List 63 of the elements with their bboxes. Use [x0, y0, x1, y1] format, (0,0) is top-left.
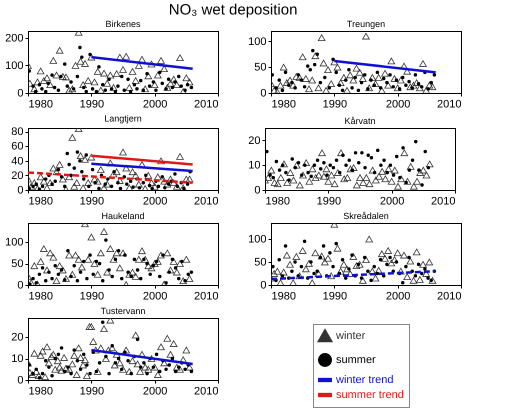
x-tick-label: 1980 [28, 290, 53, 302]
x-tick-label: 2000 [386, 98, 410, 110]
x-tick-label: 1990 [322, 290, 348, 302]
x-tick-label: 1980 [272, 290, 296, 302]
y-tick-label: 100 [5, 236, 24, 249]
y-tick-label: 50 [11, 258, 24, 270]
y-tick-label: 0 [17, 374, 24, 386]
y-tick-label: 100 [248, 36, 266, 48]
x-tick-label: 2000 [142, 290, 168, 302]
x-tick-label: 1980 [28, 386, 53, 398]
y-tick-label: 60 [11, 140, 24, 153]
y-tick-label: 10 [11, 353, 24, 366]
chart-title: Langtjern [104, 114, 142, 124]
x-tick-label: 2000 [386, 290, 410, 302]
y-tick-label: 0 [17, 280, 24, 292]
x-tick-label: 1990 [80, 98, 104, 110]
x-tick-label: 1990 [316, 196, 342, 208]
x-tick-label: 1980 [266, 196, 290, 208]
text: NO₃ wet deposition [168, 2, 298, 18]
chart-title: Haukeland [101, 211, 145, 221]
chart-title: Tustervann [100, 306, 146, 316]
y-tick-label: 20 [11, 332, 24, 344]
y-tick-label: 100 [248, 234, 266, 246]
y-tick-label: 80 [11, 126, 24, 138]
y-tick-label: 0 [260, 88, 266, 100]
x-tick-label: 1990 [80, 290, 104, 302]
chart-title: Treungen [346, 19, 386, 29]
x-tick-label: 2010 [194, 98, 218, 110]
y-tick-label: 0 [260, 280, 266, 292]
x-tick-label: 1990 [322, 98, 348, 110]
x-tick-label: 1990 [80, 386, 104, 398]
x-tick-label: 2010 [437, 290, 462, 302]
legend-label: summer trend [336, 389, 404, 401]
x-tick-label: 1980 [272, 98, 296, 110]
chart-title: Kårvatn [344, 116, 376, 126]
legend-label: summer [336, 354, 376, 366]
y-tick-label: 20 [248, 134, 260, 147]
text: winter trend [335, 374, 394, 386]
x-tick-label: 2000 [142, 196, 168, 208]
x-tick-label: 2000 [142, 386, 168, 398]
x-tick-label: 2000 [142, 98, 168, 110]
x-tick-label: 2000 [380, 196, 404, 208]
chart-title: Skreådalen [343, 211, 389, 221]
x-tick-label: 2010 [194, 290, 218, 302]
x-tick-label: 1980 [28, 196, 53, 208]
x-tick-label: 1990 [80, 196, 104, 208]
y-tick-label: 0 [17, 184, 24, 196]
chart-title: Birkenes [105, 19, 142, 29]
y-tick-label: 40 [11, 155, 24, 168]
x-tick-label: 2010 [194, 196, 218, 208]
y-tick-label: 100 [5, 60, 24, 72]
y-tick-label: 20 [11, 170, 24, 182]
x-tick-label: 1980 [28, 98, 53, 110]
y-tick-label: 50 [254, 62, 266, 74]
x-tick-label: 2010 [431, 196, 456, 208]
y-tick-label: 10 [248, 160, 260, 172]
legend-label: winter [335, 330, 366, 342]
y-tick-label: 200 [5, 32, 24, 44]
y-tick-label: 50 [254, 256, 266, 269]
y-tick-label: 0 [17, 88, 24, 100]
x-tick-label: 2010 [437, 98, 462, 110]
x-tick-label: 2010 [194, 386, 218, 398]
y-tick-label: 0 [254, 184, 260, 196]
